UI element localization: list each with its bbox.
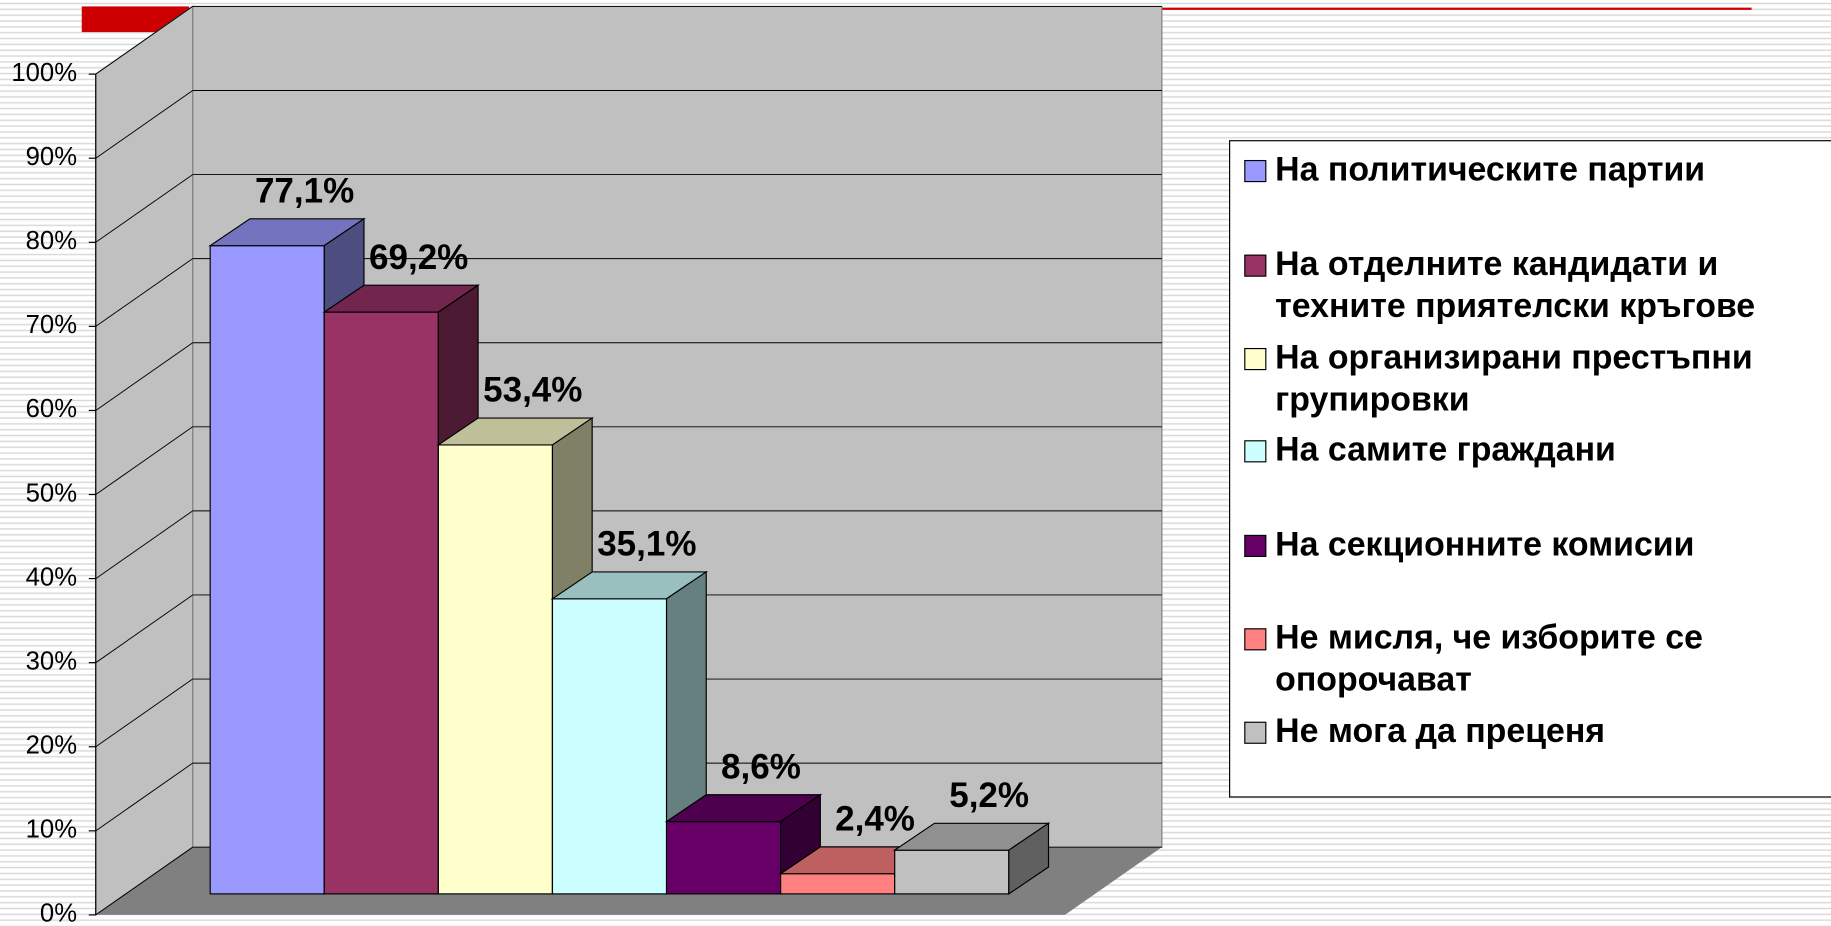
legend-item: На отделните кандидати и техните приятел… bbox=[1275, 245, 1756, 326]
grid-line bbox=[95, 594, 193, 664]
grid-line bbox=[95, 678, 193, 748]
bar bbox=[437, 444, 554, 895]
bar bbox=[665, 821, 782, 895]
legend-swatch bbox=[1244, 254, 1267, 277]
bar-side bbox=[1008, 822, 1050, 895]
y-tick-label: 70% bbox=[26, 311, 77, 339]
legend-swatch bbox=[1244, 440, 1267, 463]
y-tick-label: 50% bbox=[26, 479, 77, 507]
grid-line bbox=[95, 846, 193, 916]
y-tick-label: 90% bbox=[26, 143, 77, 171]
legend-label: На политическите партии bbox=[1275, 151, 1706, 189]
data-label: 8,6% bbox=[721, 747, 801, 786]
bar bbox=[780, 873, 896, 895]
y-tick-label: 100% bbox=[11, 59, 77, 87]
legend-swatch bbox=[1244, 159, 1267, 183]
grid-line bbox=[95, 342, 193, 411]
legend-label: Не мисля, че изборите се опорочават bbox=[1275, 619, 1703, 699]
data-label: 77,1% bbox=[255, 171, 354, 210]
legend bbox=[1229, 140, 1831, 798]
legend-swatch bbox=[1244, 721, 1267, 744]
grid-line bbox=[95, 426, 193, 495]
legend-swatch bbox=[1244, 534, 1267, 558]
legend-item: На самите граждани bbox=[1275, 431, 1616, 469]
y-tick-label: 60% bbox=[26, 395, 77, 423]
legend-item: На секционните комисии bbox=[1275, 526, 1695, 564]
bar bbox=[209, 245, 325, 895]
bar bbox=[894, 849, 1010, 895]
legend-label: Не мога да преценя bbox=[1275, 712, 1606, 751]
legend-swatch bbox=[1244, 347, 1267, 371]
data-label: 2,4% bbox=[835, 799, 915, 838]
y-tick-label: 20% bbox=[26, 732, 77, 760]
grid-line bbox=[95, 6, 193, 75]
bar bbox=[551, 598, 668, 895]
legend-label: На организирани престъпни групировки bbox=[1275, 339, 1753, 419]
legend-item: На политическите партии bbox=[1275, 151, 1706, 189]
grid-line bbox=[95, 510, 193, 579]
grid-line bbox=[95, 174, 193, 243]
legend-swatch bbox=[1244, 628, 1267, 651]
legend-item: Не мога да преценя bbox=[1275, 712, 1606, 751]
data-label: 53,4% bbox=[483, 371, 582, 410]
legend-item: На организирани престъпни групировки bbox=[1275, 339, 1753, 419]
y-tick-label: 80% bbox=[26, 227, 77, 255]
data-label: 69,2% bbox=[369, 238, 468, 277]
y-tick-label: 30% bbox=[26, 647, 77, 675]
data-label: 5,2% bbox=[949, 776, 1029, 815]
y-tick-label: 0% bbox=[40, 900, 77, 926]
grid-line bbox=[95, 90, 193, 159]
y-tick-label: 10% bbox=[26, 816, 77, 844]
legend-label: На отделните кандидати и техните приятел… bbox=[1275, 245, 1756, 326]
legend-label: На секционните комисии bbox=[1275, 526, 1695, 564]
grid-line bbox=[95, 258, 193, 327]
bar bbox=[323, 311, 439, 895]
legend-item: Не мисля, че изборите се опорочават bbox=[1275, 619, 1703, 699]
legend-label: На самите граждани bbox=[1275, 431, 1616, 469]
y-tick-label: 40% bbox=[26, 563, 77, 591]
grid-line bbox=[95, 762, 193, 832]
data-label: 35,1% bbox=[597, 524, 696, 563]
